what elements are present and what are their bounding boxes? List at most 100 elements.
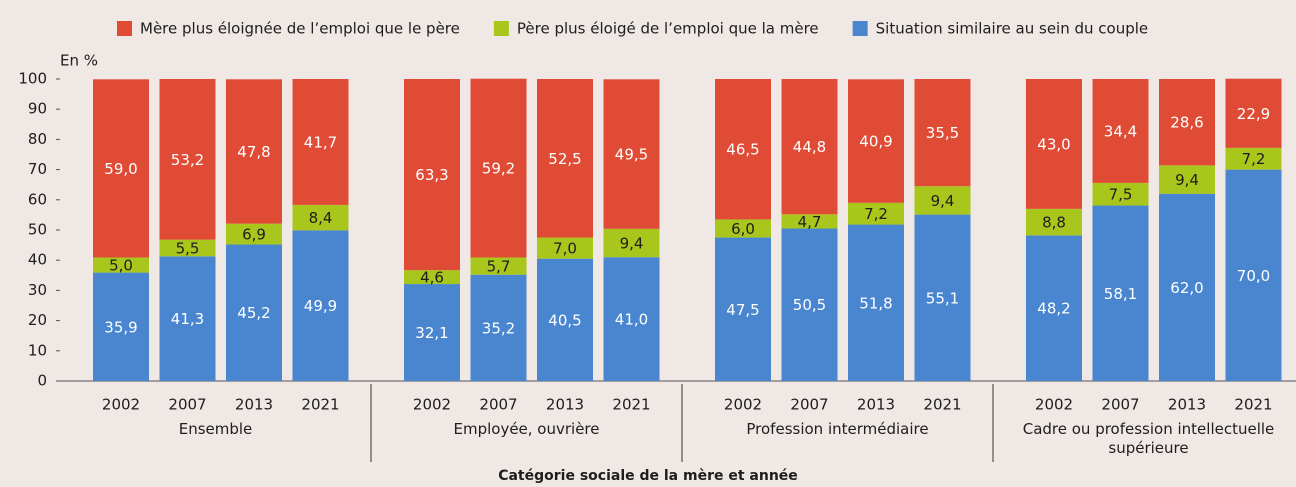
bar-segment: [537, 79, 593, 238]
bar-segment: [537, 237, 593, 259]
x-tick-label: 2002: [724, 396, 762, 414]
data-label: 40,5: [548, 311, 581, 329]
bar-segment: [1092, 79, 1149, 183]
data-label: 4,7: [798, 213, 822, 231]
bar-segment: [1026, 208, 1082, 236]
bar-segment: [1159, 165, 1215, 194]
data-label: 5,0: [109, 257, 133, 275]
data-label: 7,0: [553, 240, 577, 258]
bar-segment: [1225, 169, 1282, 381]
legend-label: Mère plus éloignée de l’emploi que le pè…: [140, 20, 460, 38]
x-tick-label: 2021: [923, 396, 961, 414]
data-label: 45,2: [237, 304, 270, 322]
y-tick-label: 40: [28, 251, 47, 269]
bar-segment: [159, 239, 216, 257]
data-label: 49,5: [615, 146, 648, 164]
bar-segment: [1225, 147, 1282, 170]
x-tick-label: 2002: [1035, 396, 1073, 414]
x-tick-label: 2007: [790, 396, 828, 414]
data-label: 47,5: [726, 301, 759, 319]
group-label: Cadre ou profession intellectuelle supér…: [1022, 420, 1275, 457]
bar-segment: [470, 257, 527, 275]
bar-segment: [1092, 205, 1149, 381]
data-label: 34,4: [1104, 122, 1137, 140]
bar-segment: [715, 219, 771, 238]
data-label: 7,5: [1109, 186, 1133, 204]
bar-segment: [715, 79, 771, 220]
x-tick-label: 2007: [1101, 396, 1139, 414]
data-label: 40,9: [859, 133, 892, 151]
y-tick-label: 50: [28, 221, 47, 239]
data-label: 28,6: [1170, 114, 1203, 132]
bar-segment: [159, 256, 216, 381]
data-label: 55,1: [926, 289, 959, 307]
bar-segment: [93, 79, 149, 258]
group-label: Ensemble: [178, 420, 253, 438]
data-label: 63,3: [415, 166, 448, 184]
y-axis-label: En %: [60, 52, 98, 70]
data-label: 5,7: [487, 258, 511, 276]
x-tick-label: 2021: [612, 396, 650, 414]
group-label: Employée, ouvrière: [453, 420, 600, 438]
data-label: 46,5: [726, 141, 759, 159]
bar-segment: [1159, 79, 1215, 166]
data-label: 59,2: [482, 160, 515, 178]
y-tick-label: 30: [28, 281, 47, 299]
x-tick-label: 2007: [168, 396, 206, 414]
bar-segment: [603, 228, 660, 258]
x-tick-label: 2002: [102, 396, 140, 414]
group-label: Profession intermédiaire: [746, 420, 929, 438]
group-label-box: Ensemble: [178, 420, 253, 438]
data-label: 44,8: [793, 138, 826, 156]
x-tick-label: 2013: [235, 396, 273, 414]
x-tick-label: 2007: [479, 396, 517, 414]
bar-segment: [914, 186, 971, 215]
bar-segment: [404, 270, 460, 285]
data-label: 6,9: [242, 226, 266, 244]
data-label: 8,4: [309, 209, 333, 227]
legend-label: Père plus éloigé de l’emploi que la mère: [517, 20, 819, 38]
data-label: 22,9: [1237, 105, 1270, 123]
data-label: 51,8: [859, 294, 892, 312]
legend-swatch: [493, 21, 509, 36]
bar-segment: [781, 79, 838, 215]
data-label: 41,3: [171, 310, 204, 328]
data-label: 35,2: [482, 319, 515, 337]
x-axis-label: Catégorie sociale de la mère et année: [498, 468, 798, 484]
data-label: 4,6: [420, 269, 444, 287]
x-tick-label: 2021: [1234, 396, 1272, 414]
legend-label: Situation similaire au sein du couple: [876, 20, 1149, 38]
data-label: 59,0: [104, 160, 137, 178]
data-label: 9,4: [931, 192, 955, 210]
group-label-box: Cadre ou profession intellectuelle supér…: [1022, 420, 1275, 457]
bar-segment: [404, 284, 460, 381]
data-label: 6,0: [731, 220, 755, 238]
data-label: 70,0: [1237, 267, 1270, 285]
group-label-box: Employée, ouvrière: [453, 420, 600, 438]
y-tick-label: 70: [28, 160, 47, 178]
x-tick-label: 2013: [1168, 396, 1206, 414]
legend-swatch: [852, 21, 868, 36]
bar-segment: [1159, 193, 1215, 381]
x-tick-label: 2013: [546, 396, 584, 414]
bar-segment: [914, 214, 971, 381]
bar-segment: [292, 230, 349, 381]
data-label: 53,2: [171, 151, 204, 169]
x-tick-label: 2021: [301, 396, 339, 414]
bar-segment: [537, 258, 593, 381]
bar-segment: [781, 214, 838, 229]
data-label: 41,7: [304, 133, 337, 151]
bar-segment: [226, 79, 282, 224]
data-label: 47,8: [237, 143, 270, 161]
data-label: 8,8: [1042, 214, 1066, 232]
data-label: 48,2: [1037, 300, 1070, 318]
bar-segment: [93, 257, 149, 273]
data-label: 50,5: [793, 296, 826, 314]
bar-segment: [1225, 78, 1282, 148]
bar-segment: [226, 244, 282, 381]
data-label: 35,5: [926, 124, 959, 142]
x-tick-label: 2013: [857, 396, 895, 414]
data-label: 32,1: [415, 324, 448, 342]
group-label-box: Profession intermédiaire: [746, 420, 929, 438]
data-label: 62,0: [1170, 279, 1203, 297]
